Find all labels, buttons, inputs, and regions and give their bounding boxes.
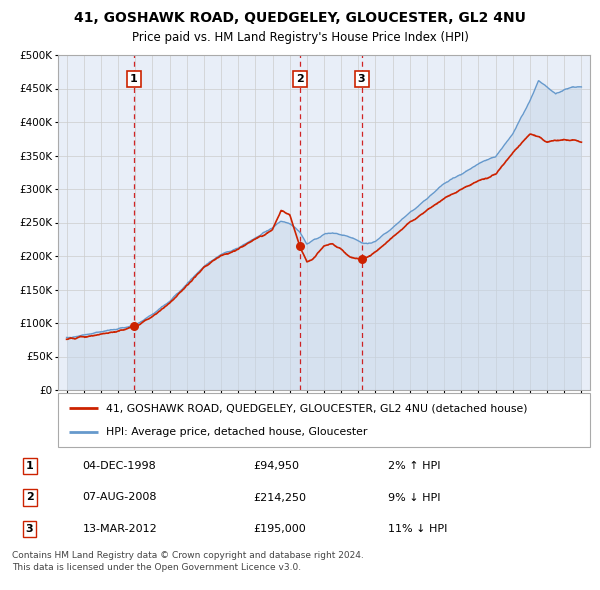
Text: 2% ↑ HPI: 2% ↑ HPI [388, 461, 440, 471]
Text: 9% ↓ HPI: 9% ↓ HPI [388, 493, 440, 503]
Text: £214,250: £214,250 [253, 493, 306, 503]
Text: 13-MAR-2012: 13-MAR-2012 [82, 524, 157, 534]
Text: 41, GOSHAWK ROAD, QUEDGELEY, GLOUCESTER, GL2 4NU (detached house): 41, GOSHAWK ROAD, QUEDGELEY, GLOUCESTER,… [106, 403, 527, 413]
Text: 41, GOSHAWK ROAD, QUEDGELEY, GLOUCESTER, GL2 4NU: 41, GOSHAWK ROAD, QUEDGELEY, GLOUCESTER,… [74, 11, 526, 25]
Text: 3: 3 [358, 74, 365, 84]
Text: HPI: Average price, detached house, Gloucester: HPI: Average price, detached house, Glou… [106, 427, 367, 437]
Text: 04-DEC-1998: 04-DEC-1998 [82, 461, 156, 471]
Text: 3: 3 [26, 524, 34, 534]
Text: 07-AUG-2008: 07-AUG-2008 [82, 493, 157, 503]
Text: 2: 2 [26, 493, 34, 503]
Text: Contains HM Land Registry data © Crown copyright and database right 2024.: Contains HM Land Registry data © Crown c… [12, 552, 364, 560]
Text: 1: 1 [26, 461, 34, 471]
Text: This data is licensed under the Open Government Licence v3.0.: This data is licensed under the Open Gov… [12, 563, 301, 572]
Text: £195,000: £195,000 [253, 524, 306, 534]
Text: 1: 1 [130, 74, 138, 84]
Text: Price paid vs. HM Land Registry's House Price Index (HPI): Price paid vs. HM Land Registry's House … [131, 31, 469, 44]
Text: 11% ↓ HPI: 11% ↓ HPI [388, 524, 448, 534]
Text: £94,950: £94,950 [253, 461, 299, 471]
Text: 2: 2 [296, 74, 304, 84]
FancyBboxPatch shape [58, 393, 590, 447]
